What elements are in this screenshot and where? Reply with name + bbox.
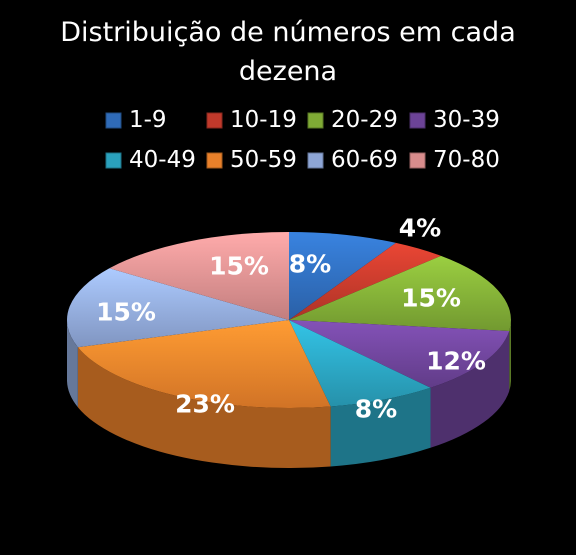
legend-label-60-69: 60-69 <box>331 147 398 173</box>
pie-sides <box>67 320 511 468</box>
legend-item-10-19: 10-19 <box>206 107 297 133</box>
pie-slice-20-29 <box>289 255 511 332</box>
legend-label-50-59: 50-59 <box>230 147 297 173</box>
pie-slice-50-59 <box>77 320 331 408</box>
pie-side-40-49 <box>330 387 431 467</box>
legend-label-10-19: 10-19 <box>230 107 297 133</box>
data-label-60-69: 15% <box>96 298 156 327</box>
legend: 1-9 10-19 20-29 30-39 40-49 50-59 60-69 70-80 <box>105 107 500 173</box>
legend-item-60-69: 60-69 <box>307 147 398 173</box>
data-label-20-29: 15% <box>401 284 461 313</box>
legend-label-40-49: 40-49 <box>129 147 196 173</box>
data-label-40-49: 8% <box>355 395 397 424</box>
data-label-10-19: 4% <box>399 214 441 243</box>
pie-side-50-59 <box>77 347 331 468</box>
data-label-1-9: 8% <box>289 250 331 279</box>
pie-slice-70-80 <box>109 232 289 320</box>
legend-swatch-70-80 <box>409 152 426 169</box>
legend-item-50-59: 50-59 <box>206 147 297 173</box>
pie-side-30-39 <box>430 331 510 448</box>
legend-label-20-29: 20-29 <box>331 107 398 133</box>
pie-slice-40-49 <box>289 320 431 407</box>
legend-label-1-9: 1-9 <box>129 107 167 133</box>
legend-item-30-39: 30-39 <box>409 107 500 133</box>
pie-labels: 8% 4% 15% 12% 8% 23% 15% 15% <box>96 214 486 424</box>
legend-swatch-40-49 <box>105 152 122 169</box>
pie-slice-60-69 <box>66 268 289 348</box>
legend-swatch-60-69 <box>307 152 324 169</box>
chart-title-line-2: dezena <box>239 56 337 87</box>
pie-slice-10-19 <box>289 242 441 320</box>
pie-side-20-29 <box>509 320 511 392</box>
legend-swatch-50-59 <box>206 152 223 169</box>
data-label-50-59: 23% <box>175 390 235 419</box>
data-label-30-39: 12% <box>426 347 486 376</box>
legend-swatch-10-19 <box>206 112 223 129</box>
legend-item-70-80: 70-80 <box>409 147 500 173</box>
legend-item-40-49: 40-49 <box>105 147 196 173</box>
pie-top <box>66 232 511 408</box>
legend-label-70-80: 70-80 <box>433 147 500 173</box>
data-label-70-80: 15% <box>209 252 269 281</box>
pie-side-60-69 <box>67 320 78 408</box>
legend-item-20-29: 20-29 <box>307 107 398 133</box>
legend-swatch-30-39 <box>409 112 426 129</box>
legend-swatch-20-29 <box>307 112 324 129</box>
chart-title-line-1: Distribuição de números em cada <box>60 17 516 48</box>
pie-slice-30-39 <box>289 320 510 388</box>
legend-swatch-1-9 <box>105 112 122 129</box>
legend-item-1-9: 1-9 <box>105 107 167 133</box>
legend-label-30-39: 30-39 <box>433 107 500 133</box>
pie-slice-1-9 <box>289 232 396 320</box>
